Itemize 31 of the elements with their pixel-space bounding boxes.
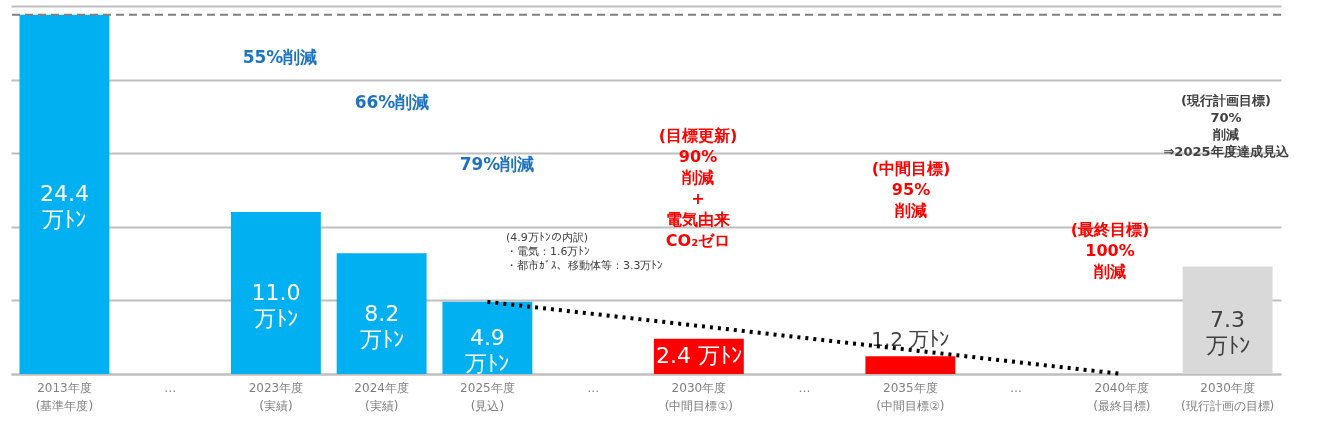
bar bbox=[230, 212, 321, 374]
x-tick-label: 2013年度 (基準年度) bbox=[35, 380, 94, 413]
x-tick-label: 2024年度 (実績) bbox=[354, 380, 409, 413]
x-tick-label: 2030年度 (中間目標①) bbox=[664, 380, 733, 413]
x-tick-label: … bbox=[164, 380, 177, 395]
annotation: (最終目標) 100% 削減 bbox=[1070, 220, 1150, 281]
data-label: 7.3 万ﾄﾝ bbox=[1205, 307, 1250, 359]
bar bbox=[442, 301, 533, 374]
annotation: (現行計画目標) 70% 削減 ⇒2025年度達成見込 bbox=[1163, 93, 1290, 159]
data-label: 4.9 万ﾄﾝ bbox=[465, 324, 510, 376]
x-tick-label: 2035年度 (中間目標②) bbox=[876, 380, 945, 413]
data-label: 1.2 万ﾄﾝ bbox=[871, 327, 950, 352]
x-tick-label: 2023年度 (実績) bbox=[248, 380, 304, 413]
data-label: 11.0 万ﾄﾝ bbox=[251, 280, 301, 332]
x-tick-label: … bbox=[587, 380, 600, 395]
bar bbox=[336, 253, 427, 374]
annotation: 55%削減 bbox=[242, 47, 318, 67]
x-tick-label: 2040年度 (最終目標) bbox=[1093, 380, 1151, 413]
x-tick-label: 2025年度 (見込) bbox=[460, 380, 515, 413]
annotation: 66%削減 bbox=[354, 92, 430, 112]
data-label: 8.2 万ﾄﾝ bbox=[359, 300, 404, 352]
x-tick-label: … bbox=[1010, 380, 1023, 395]
data-label: 2.4 万ﾄﾝ bbox=[655, 343, 742, 369]
bar bbox=[1182, 266, 1273, 374]
annotation: (中間目標) 95% 削減 bbox=[871, 159, 951, 220]
bar bbox=[19, 14, 110, 374]
data-label: 24.4 万ﾄﾝ bbox=[39, 181, 89, 233]
x-tick-label: … bbox=[798, 380, 811, 395]
annotation: 79%削減 bbox=[459, 154, 535, 174]
x-tick-label: 2030年度 (現行計画の目標) bbox=[1180, 380, 1275, 413]
bar bbox=[865, 356, 956, 374]
